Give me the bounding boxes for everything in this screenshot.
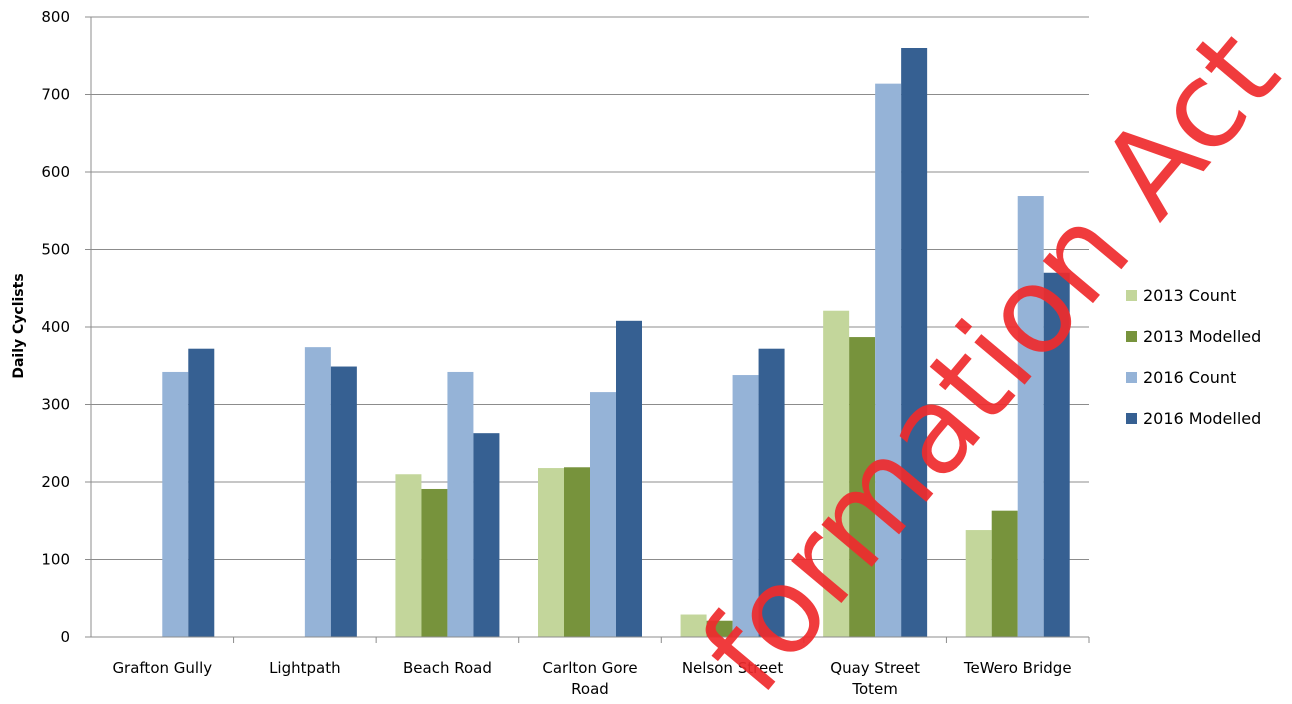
bar xyxy=(823,310,850,637)
bar xyxy=(564,467,590,637)
bar xyxy=(188,348,215,637)
y-tick-label: 800 xyxy=(41,8,70,26)
bar xyxy=(330,366,357,637)
bar xyxy=(421,488,448,637)
bar xyxy=(901,48,928,637)
bar xyxy=(616,320,642,637)
bar xyxy=(680,614,707,637)
bars xyxy=(162,48,1070,637)
bar xyxy=(1017,196,1044,637)
bar xyxy=(447,371,474,637)
legend-label: 2016 Modelled xyxy=(1143,409,1261,428)
bar xyxy=(732,375,759,637)
legend-swatch xyxy=(1126,331,1137,342)
x-category-label: TeWero Bridge xyxy=(963,659,1072,677)
y-tick-label: 100 xyxy=(41,551,70,569)
bar xyxy=(991,510,1018,637)
y-tick-label: 500 xyxy=(41,241,70,259)
y-axis-label: Daily Cyclists xyxy=(11,273,27,378)
x-category-label: Nelson Street xyxy=(682,659,784,677)
legend-label: 2013 Modelled xyxy=(1143,327,1261,346)
x-category-label: Beach Road xyxy=(403,659,492,677)
y-tick-label: 300 xyxy=(41,396,70,414)
bar xyxy=(162,371,189,637)
y-tick-labels: 0 100 200 300 400 500 600 700 800 xyxy=(41,8,70,646)
bar xyxy=(706,620,733,637)
legend: 2013 Count 2013 Modelled 2016 Count 2016 Mo… xyxy=(1126,286,1261,428)
axes xyxy=(85,16,1090,643)
legend-swatch xyxy=(1126,413,1137,424)
bar xyxy=(538,468,564,637)
bar xyxy=(304,347,331,637)
y-tick-label: 0 xyxy=(60,628,70,646)
bar xyxy=(395,474,422,637)
x-category-label: Carlton Gore Road xyxy=(542,659,637,698)
bar xyxy=(965,530,992,637)
bar xyxy=(849,337,876,637)
legend-label: 2013 Count xyxy=(1143,286,1236,305)
bar xyxy=(590,392,616,637)
x-category-label: Quay Street Totem xyxy=(830,659,920,698)
y-tick-label: 200 xyxy=(41,473,70,491)
y-tick-label: 600 xyxy=(41,163,70,181)
legend-label: 2016 Count xyxy=(1143,368,1236,387)
y-tick-label: 700 xyxy=(41,86,70,104)
bar xyxy=(473,433,500,637)
x-category-labels: Grafton Gully Lightpath Beach Road Carlton … xyxy=(112,659,1071,698)
bar xyxy=(875,83,902,637)
y-tick-label: 400 xyxy=(41,318,70,336)
x-category-label: Grafton Gully xyxy=(112,659,212,677)
legend-swatch xyxy=(1126,290,1137,301)
x-category-label: Lightpath xyxy=(269,659,341,677)
bar xyxy=(758,348,785,637)
bar xyxy=(1043,272,1070,637)
legend-swatch xyxy=(1126,372,1137,383)
